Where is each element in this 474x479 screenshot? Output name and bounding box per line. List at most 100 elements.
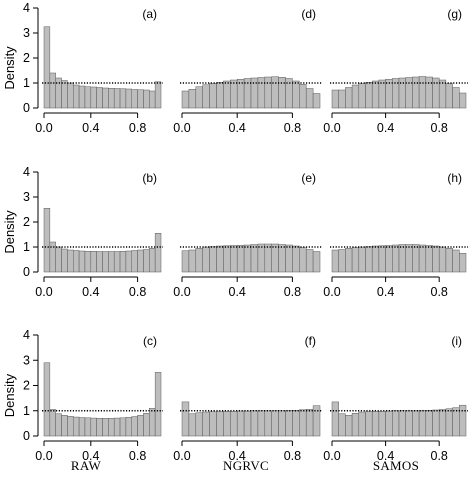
histogram-bar	[271, 243, 279, 273]
x-tick-label: 0.4	[377, 121, 394, 135]
y-axis-title: Density	[2, 373, 17, 417]
panel-c: 0.0 0.4 0.8 0 1 2 3 4 Density (c)	[2, 328, 163, 463]
x-tick-label: 0.4	[377, 449, 394, 463]
histogram-bar	[392, 410, 400, 437]
histogram-bar	[181, 401, 190, 437]
histogram-bar	[84, 86, 92, 109]
histogram-bar	[365, 411, 373, 437]
panel-f: 0.0 0.4 0.8 (f)	[173, 334, 322, 463]
panel-label: (e)	[301, 171, 316, 185]
histogram-bar	[257, 243, 266, 273]
y-tick-label: 2	[23, 51, 30, 65]
histogram-bar	[143, 249, 150, 273]
histogram-bar	[250, 244, 259, 273]
histogram-bar	[108, 88, 115, 109]
histogram-bar	[398, 244, 406, 273]
y-axis-title: Density	[2, 46, 17, 90]
histogram-bar	[285, 244, 293, 273]
histogram-bar	[216, 245, 224, 273]
histogram-bar	[398, 410, 406, 437]
histogram-bar	[223, 411, 231, 437]
histogram-bar	[371, 80, 380, 109]
histogram-bar	[358, 83, 366, 109]
panel-d: 0.0 0.4 0.8 (d)	[173, 7, 322, 135]
histogram-bar	[250, 410, 259, 437]
histogram-bar	[385, 410, 393, 437]
x-tick-label: 0.4	[377, 285, 394, 299]
histogram-bar	[230, 79, 238, 109]
y-tick-label: 1	[23, 404, 30, 418]
histogram-bar	[61, 248, 68, 273]
histogram-bar	[96, 418, 103, 437]
panel-label: (c)	[143, 334, 157, 348]
panel-g: 0.0 0.4 0.8 (g)	[323, 7, 468, 135]
histogram-bar	[271, 410, 279, 437]
x-tick-label: 0.8	[284, 285, 301, 299]
histogram-bar	[305, 249, 314, 273]
histogram-bar	[243, 410, 252, 437]
histogram-bar	[49, 72, 56, 109]
histogram-bar	[371, 411, 380, 437]
column-label-raw: RAW	[71, 458, 102, 473]
x-tick-label: 0.0	[323, 285, 340, 299]
histogram-bar	[278, 77, 286, 109]
panel-h: 0.0 0.4 0.8 (h)	[323, 171, 468, 299]
x-tick-label: 0.4	[82, 121, 99, 135]
histogram-bar	[61, 415, 68, 437]
histogram-bar	[257, 77, 266, 109]
histogram-bar	[331, 401, 339, 437]
histogram-bar	[223, 245, 231, 273]
histogram-bar	[216, 82, 224, 109]
histogram-bar	[345, 248, 353, 273]
histogram-bar	[378, 79, 386, 109]
histogram-bar	[312, 405, 321, 437]
x-tick-label: 0.0	[173, 285, 190, 299]
x-tick-label: 0.8	[431, 121, 448, 135]
histogram-bar	[73, 84, 80, 109]
y-tick-label: 0	[23, 101, 30, 115]
histogram-bar	[365, 82, 373, 109]
histogram-bar	[137, 415, 144, 437]
histogram-bar	[331, 249, 339, 273]
histogram-bar	[90, 251, 97, 273]
histogram-bar	[202, 411, 210, 437]
histogram-bar	[43, 26, 51, 109]
histogram-bar	[351, 413, 360, 437]
histogram-bar	[78, 250, 86, 273]
histogram-bar	[305, 408, 314, 437]
histogram-bar	[312, 93, 321, 109]
histogram-bar	[125, 250, 133, 273]
histogram-bar	[195, 412, 203, 437]
histogram-bar	[292, 245, 300, 273]
histogram-bar	[119, 251, 127, 273]
histogram-bar	[299, 409, 307, 437]
histogram-bar	[188, 249, 197, 273]
histogram-bar	[278, 244, 286, 273]
y-tick-label: 0	[23, 429, 30, 443]
histogram-bar	[67, 249, 74, 273]
histogram-bar	[43, 362, 51, 437]
x-tick-label: 0.0	[35, 121, 52, 135]
x-tick-label: 0.0	[35, 449, 52, 463]
x-tick-label: 0.4	[82, 449, 99, 463]
x-tick-label: 0.0	[323, 449, 340, 463]
histogram-bar	[264, 76, 272, 109]
histogram-bar	[264, 410, 272, 437]
histogram-bar	[271, 76, 279, 109]
histogram-bar	[338, 413, 346, 437]
histogram-bar	[137, 249, 144, 273]
histogram-bar	[299, 247, 307, 273]
histogram-bar	[43, 208, 51, 273]
histogram-bar	[292, 410, 300, 437]
panel-b: 0.0 0.4 0.8 0 1 2 3 4 Density (b)	[2, 165, 163, 299]
histogram-bar	[131, 250, 138, 273]
histogram-bar	[305, 88, 314, 109]
histogram-bar	[113, 88, 121, 109]
histogram-bar	[351, 247, 360, 273]
histogram-bar	[188, 413, 197, 437]
x-tick-label: 0.0	[35, 285, 52, 299]
histogram-bar	[102, 251, 109, 273]
histogram-bar	[432, 409, 440, 437]
histogram-bar	[385, 245, 393, 273]
histogram-bar	[55, 413, 62, 437]
